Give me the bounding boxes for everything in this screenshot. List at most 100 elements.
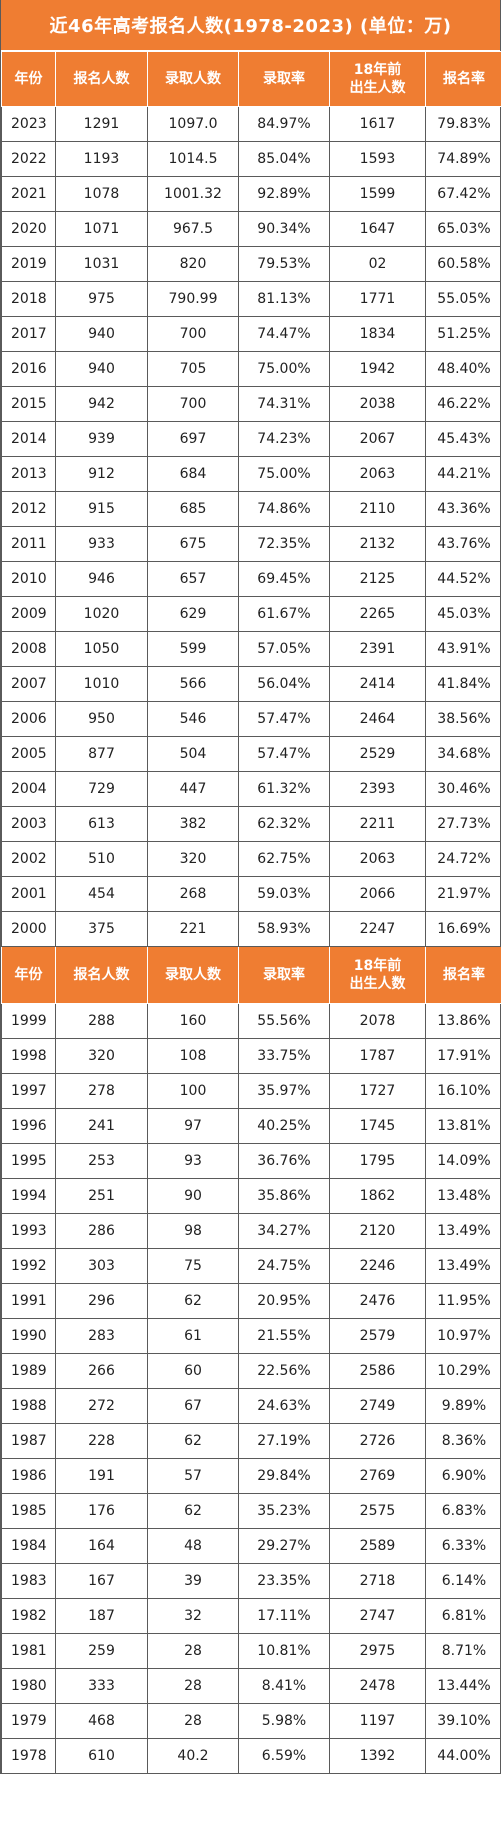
births-18y-cell: 2078 (329, 1003, 426, 1039)
application-rate-cell: 6.14% (425, 1563, 501, 1599)
admitted-cell: 1001.32 (147, 176, 239, 212)
year-cell: 2020 (1, 211, 56, 247)
applicants-cell: 296 (55, 1283, 148, 1319)
admission-rate-cell: 58.93% (238, 911, 330, 947)
admitted-cell: 108 (147, 1038, 239, 1074)
admission-rate-cell: 17.11% (238, 1598, 330, 1634)
admitted-cell: 90 (147, 1178, 239, 1214)
applicants-cell: 1193 (55, 141, 148, 177)
year-cell: 1991 (1, 1283, 56, 1319)
table-row: 2012 915 685 74.86% 2110 43.36% (1, 491, 501, 527)
application-rate-cell: 21.97% (425, 876, 501, 912)
applicants-cell: 610 (55, 1738, 148, 1774)
births-18y-cell: 02 (329, 246, 426, 282)
table-row: 2001 454 268 59.03% 2066 21.97% (1, 876, 501, 912)
admission-rate-cell: 72.35% (238, 526, 330, 562)
applicants-cell: 510 (55, 841, 148, 877)
year-cell: 1983 (1, 1563, 56, 1599)
table-row: 2007 1010 566 56.04% 2414 41.84% (1, 666, 501, 702)
births-18y-cell: 2066 (329, 876, 426, 912)
admission-rate-cell: 40.25% (238, 1108, 330, 1144)
applicants-cell: 333 (55, 1668, 148, 1704)
application-rate-cell: 34.68% (425, 736, 501, 772)
applicants-cell: 1078 (55, 176, 148, 212)
application-rate-cell: 65.03% (425, 211, 501, 247)
year-cell: 2017 (1, 316, 56, 352)
year-cell: 2001 (1, 876, 56, 912)
application-rate-cell: 74.89% (425, 141, 501, 177)
admitted-cell: 28 (147, 1633, 239, 1669)
admitted-cell: 700 (147, 316, 239, 352)
applicants-cell: 933 (55, 526, 148, 562)
births-18y-cell: 2063 (329, 456, 426, 492)
application-rate-cell: 46.22% (425, 386, 501, 422)
births-18y-cell: 2464 (329, 701, 426, 737)
admitted-cell: 97 (147, 1108, 239, 1144)
admitted-cell: 160 (147, 1003, 239, 1039)
year-cell: 1992 (1, 1248, 56, 1284)
admitted-cell: 790.99 (147, 281, 239, 317)
table-row: 1990 283 61 21.55% 2579 10.97% (1, 1318, 501, 1354)
year-cell: 1985 (1, 1493, 56, 1529)
admitted-cell: 93 (147, 1143, 239, 1179)
column-header: 18年前 出生人数 (329, 51, 426, 107)
table-row: 1996 241 97 40.25% 1745 13.81% (1, 1108, 501, 1144)
admission-rate-cell: 79.53% (238, 246, 330, 282)
application-rate-cell: 43.36% (425, 491, 501, 527)
admitted-cell: 48 (147, 1528, 239, 1564)
application-rate-cell: 44.21% (425, 456, 501, 492)
applicants-cell: 454 (55, 876, 148, 912)
table-row: 2008 1050 599 57.05% 2391 43.91% (1, 631, 501, 667)
births-18y-cell: 1771 (329, 281, 426, 317)
admission-rate-cell: 24.75% (238, 1248, 330, 1284)
applicants-cell: 940 (55, 351, 148, 387)
applicants-cell: 942 (55, 386, 148, 422)
births-18y-cell: 2589 (329, 1528, 426, 1564)
births-18y-cell: 2247 (329, 911, 426, 947)
applicants-cell: 191 (55, 1458, 148, 1494)
year-cell: 2015 (1, 386, 56, 422)
applicants-cell: 228 (55, 1423, 148, 1459)
table-row: 1989 266 60 22.56% 2586 10.29% (1, 1353, 501, 1389)
admission-rate-cell: 22.56% (238, 1353, 330, 1389)
admitted-cell: 61 (147, 1318, 239, 1354)
admission-rate-cell: 74.47% (238, 316, 330, 352)
year-cell: 2023 (1, 106, 56, 142)
table-row: 2023 1291 1097.0 84.97% 1617 79.83% (1, 106, 501, 142)
table-row: 2022 1193 1014.5 85.04% 1593 74.89% (1, 141, 501, 177)
application-rate-cell: 10.29% (425, 1353, 501, 1389)
admission-rate-cell: 29.84% (238, 1458, 330, 1494)
admission-rate-cell: 5.98% (238, 1703, 330, 1739)
year-cell: 2016 (1, 351, 56, 387)
admission-rate-cell: 10.81% (238, 1633, 330, 1669)
births-18y-cell: 2265 (329, 596, 426, 632)
admission-rate-cell: 92.89% (238, 176, 330, 212)
column-header: 录取人数 (147, 946, 239, 1004)
table-row: 1978 610 40.2 6.59% 1392 44.00% (1, 1738, 501, 1774)
births-18y-cell: 1745 (329, 1108, 426, 1144)
application-rate-cell: 38.56% (425, 701, 501, 737)
births-18y-cell: 1647 (329, 211, 426, 247)
births-18y-cell: 2211 (329, 806, 426, 842)
application-rate-cell: 13.86% (425, 1003, 501, 1039)
births-18y-cell: 1834 (329, 316, 426, 352)
admitted-cell: 268 (147, 876, 239, 912)
application-rate-cell: 48.40% (425, 351, 501, 387)
births-18y-cell: 1197 (329, 1703, 426, 1739)
year-cell: 1979 (1, 1703, 56, 1739)
table-row: 2011 933 675 72.35% 2132 43.76% (1, 526, 501, 562)
application-rate-cell: 39.10% (425, 1703, 501, 1739)
admitted-cell: 504 (147, 736, 239, 772)
admission-rate-cell: 75.00% (238, 456, 330, 492)
application-rate-cell: 8.71% (425, 1633, 501, 1669)
year-cell: 1981 (1, 1633, 56, 1669)
year-cell: 1978 (1, 1738, 56, 1774)
applicants-cell: 1071 (55, 211, 148, 247)
table-row: 2018 975 790.99 81.13% 1771 55.05% (1, 281, 501, 317)
admitted-cell: 28 (147, 1703, 239, 1739)
admission-rate-cell: 24.63% (238, 1388, 330, 1424)
application-rate-cell: 55.05% (425, 281, 501, 317)
table-row: 2004 729 447 61.32% 2393 30.46% (1, 771, 501, 807)
application-rate-cell: 43.76% (425, 526, 501, 562)
admitted-cell: 221 (147, 911, 239, 947)
